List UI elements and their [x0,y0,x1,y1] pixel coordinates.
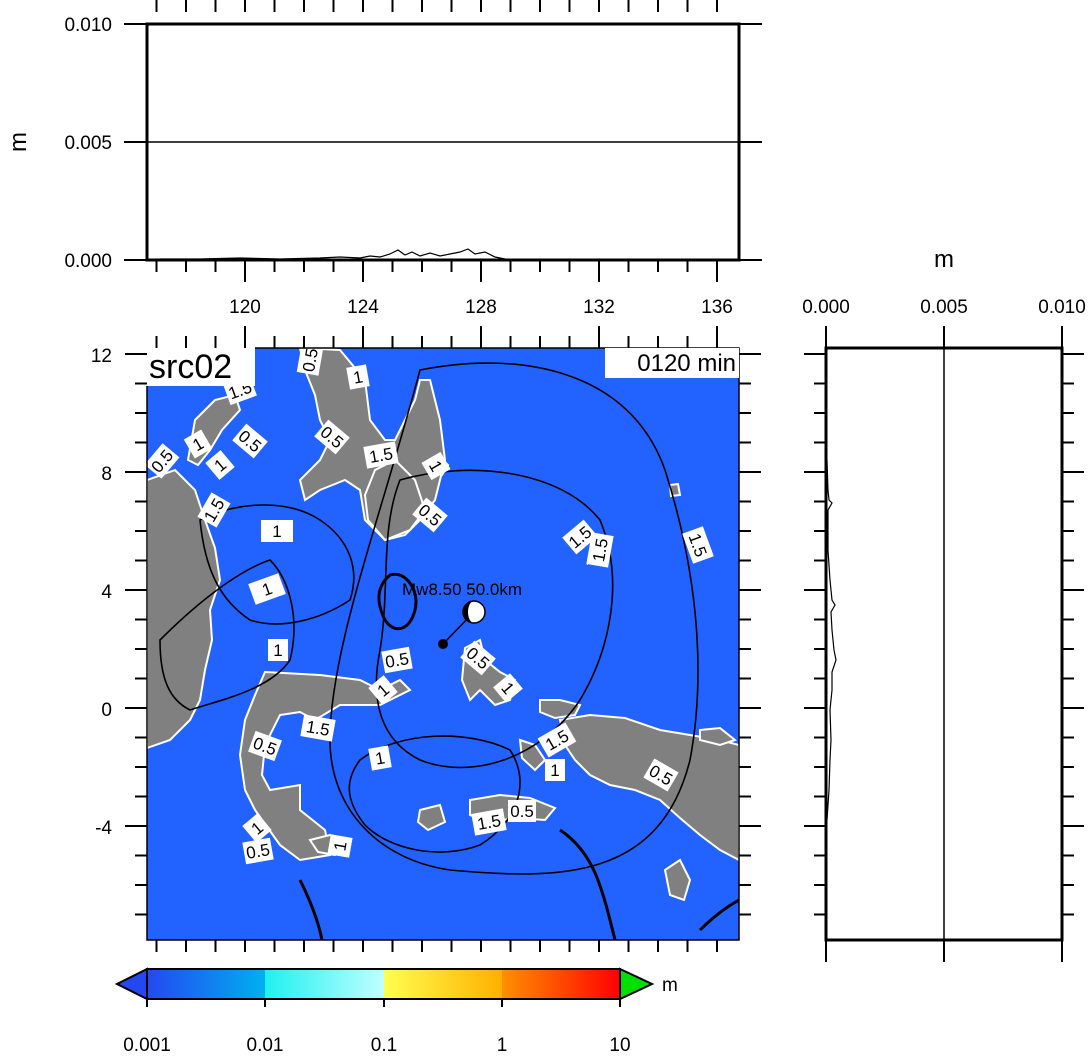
land-island [518,738,547,772]
colorbar-under-arrow [114,967,148,1001]
quake-marker: Mw8.50 50.0km [402,580,522,649]
top-x-tick-label: 128 [465,297,497,318]
top-x-tick-label: 132 [583,297,615,318]
top-y-tick-label: 0.005 [64,133,112,154]
right-profile-panel: m 0.000 0.005 0.010 [802,246,1086,962]
land-new-guinea [558,713,739,862]
contour-label: 0.5 [299,347,322,374]
lat-tick-label: 8 [101,464,112,485]
top-profile-y-ticks [124,23,762,261]
land-sulawesi [238,670,412,862]
right-profile-y-ticks [804,353,1084,916]
colorbar-tick-label: 0.01 [247,1035,284,1056]
top-profile-unit: m [5,132,32,152]
contour-label: 1 [374,748,387,768]
contour-label: 0.5 [384,649,411,672]
colorbar-tick-label: 0.001 [123,1035,171,1056]
right-profile-unit: m [934,246,954,273]
top-y-tick-label: 0.000 [64,251,112,272]
top-profile-y-tick-labels: 0.010 0.005 0.000 [64,15,112,272]
top-profile-x-tick-labels: 120 124 128 132 136 [229,297,733,318]
lat-tick-label: -4 [95,818,112,839]
contour-label: 1.5 [476,811,503,834]
colorbar-tick-label: 10 [609,1035,630,1056]
epicenter-dot [438,639,448,649]
colorbar-segment [502,969,620,999]
contour-label: 0.5 [510,802,534,821]
colorbar: m 0.001 0.01 0.1 1 10 [114,967,678,1056]
map-ticks [125,326,761,952]
right-x-tick-label: 0.005 [920,297,968,318]
map-panel: 0.5 1 1.5 0.5 1 1.5 1 0.5 1 1.5 1 0.5 1.… [91,326,761,952]
colorbar-tick-label: 1 [497,1035,508,1056]
right-profile-frame [824,346,1064,942]
colorbar-over-arrow [619,967,655,1001]
top-profile-x-ticks [155,0,718,282]
land-island [699,726,738,747]
top-x-tick-label: 124 [347,297,379,318]
land-masses [147,348,739,902]
right-profile-trace [826,459,837,821]
contour-label: 1.5 [305,717,332,740]
top-profile-panel: m 0.010 0.005 0.000 120 124 128 132 136 [5,0,762,318]
contour-label: 1.5 [368,444,395,467]
contour-lines [159,362,739,940]
contour-label: 1 [272,522,281,541]
colorbar-segment [147,969,265,999]
land-mindanao [363,458,427,542]
right-profile-x-ticks [825,326,1063,962]
land-island [663,858,692,902]
lat-tick-label: 12 [91,346,112,367]
contour-label: 0.5 [245,840,272,863]
contour-label: 1 [352,367,365,387]
contour-label: 1 [273,641,282,660]
colorbar-tick-label: 0.1 [371,1035,397,1056]
time-label: 0120 min [637,350,736,377]
right-profile-x-tick-labels: 0.000 0.005 0.010 [802,297,1086,318]
top-profile-trace [160,248,521,261]
colorbar-unit: m [662,975,678,996]
contour-label: 1 [550,761,559,780]
top-x-tick-label: 136 [701,297,733,318]
map-lat-tick-labels: 12 8 4 0 -4 [91,346,113,839]
contour-label: 1.5 [589,537,612,564]
colorbar-segment [265,969,384,999]
top-x-tick-label: 120 [229,297,261,318]
lat-tick-label: 4 [101,582,112,603]
right-x-tick-label: 0.000 [802,297,850,318]
right-x-tick-label: 0.010 [1038,297,1086,318]
lat-tick-label: 0 [101,700,112,721]
quake-label: Mw8.50 50.0km [402,580,522,599]
top-profile-frame [145,22,741,262]
top-y-tick-label: 0.010 [64,15,112,36]
colorbar-segment [384,969,502,999]
contour-label: 1 [330,840,350,853]
land-buru [416,803,447,832]
map-frame [146,347,740,941]
map-title: src02 [149,348,232,386]
